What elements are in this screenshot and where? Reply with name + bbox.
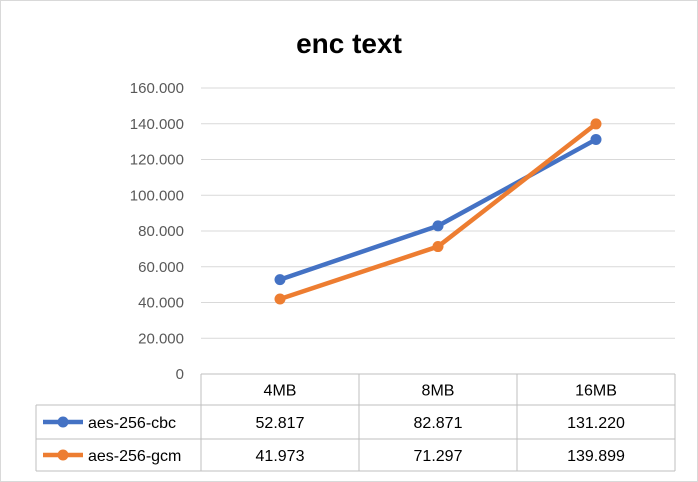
y-tick-label: 40.000 (138, 295, 184, 312)
grid-lines (201, 87, 675, 339)
data-point (274, 293, 286, 305)
legend-series-name: aes-256-cbc (88, 415, 176, 432)
y-tick-label: 60.000 (138, 259, 184, 276)
legend-key-marker (57, 416, 69, 428)
data-point (274, 274, 286, 286)
data-table: 4MB 8MB 16MB aes-256-cbc 52.817 82.871 131.220… (35, 373, 676, 472)
data-point (590, 118, 602, 130)
x-category-label: 16MB (575, 383, 617, 400)
x-category-label: 4MB (264, 383, 297, 400)
y-tick-label: 0 (176, 366, 184, 383)
data-value-cell: 71.297 (414, 448, 463, 465)
data-point (432, 241, 444, 253)
series-line (277, 121, 599, 302)
series-lines (274, 118, 602, 305)
y-axis-ticks: 0 20.000 40.000 60.000 80.000 100.000 120.000 1… (130, 80, 184, 383)
data-value-cell: 52.817 (256, 415, 305, 432)
data-value-cell: 131.220 (567, 415, 625, 432)
data-point (432, 220, 444, 232)
data-value-cell: 139.899 (567, 448, 625, 465)
y-tick-label: 160.000 (130, 80, 184, 97)
chart-title: enc text (296, 28, 402, 59)
legend-key-marker (57, 449, 69, 461)
data-value-cell: 41.973 (256, 448, 305, 465)
x-category-label: 8MB (422, 383, 455, 400)
y-tick-label: 20.000 (138, 330, 184, 347)
y-tick-label: 140.000 (130, 116, 184, 133)
data-point (590, 133, 602, 145)
y-tick-label: 120.000 (130, 152, 184, 169)
data-value-cell: 82.871 (414, 415, 463, 432)
legend-series-name: aes-256-gcm (88, 448, 181, 465)
y-tick-label: 100.000 (130, 187, 184, 204)
y-tick-label: 80.000 (138, 223, 184, 240)
